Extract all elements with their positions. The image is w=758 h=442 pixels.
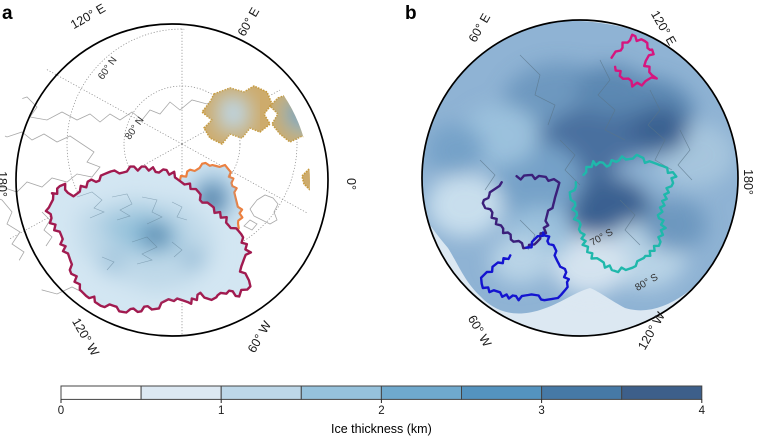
svg-text:b: b (405, 3, 417, 24)
svg-text:0°: 0° (344, 178, 358, 190)
svg-text:0: 0 (58, 405, 64, 417)
svg-text:Ice thickness (km): Ice thickness (km) (331, 422, 432, 436)
svg-text:2: 2 (378, 405, 384, 417)
svg-text:180°: 180° (0, 171, 9, 197)
svg-text:a: a (2, 3, 13, 24)
svg-text:3: 3 (538, 405, 544, 417)
svg-text:4: 4 (699, 405, 706, 417)
svg-text:1: 1 (218, 405, 224, 417)
svg-text:180°: 180° (741, 169, 755, 195)
